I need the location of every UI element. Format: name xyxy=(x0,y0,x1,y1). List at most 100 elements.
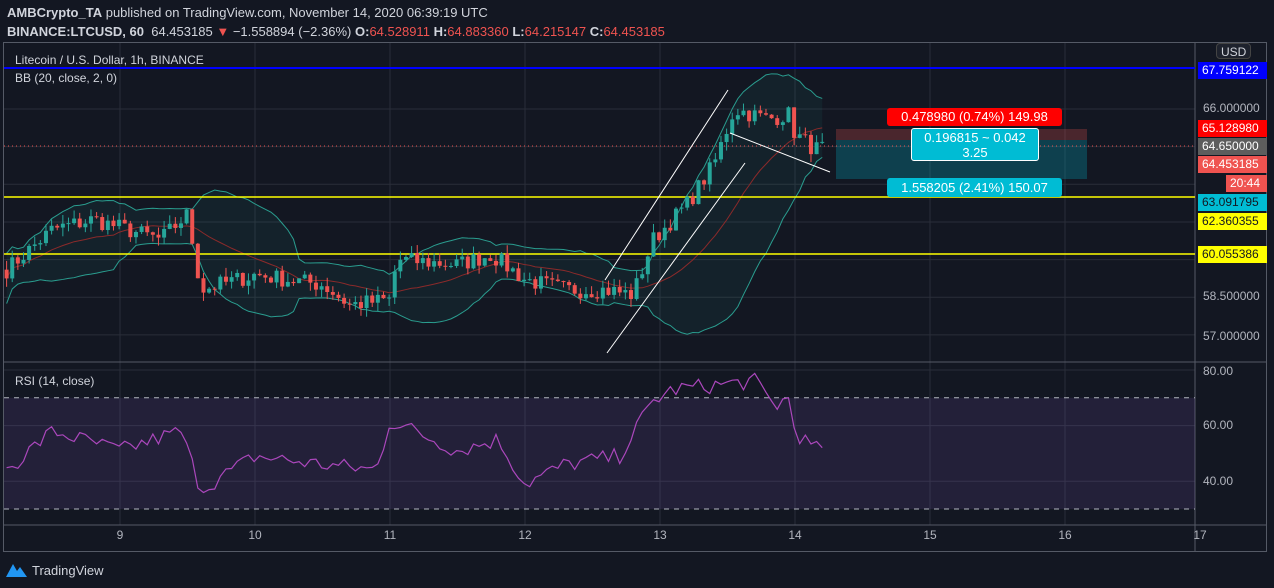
candle xyxy=(724,133,729,143)
candle xyxy=(780,122,785,125)
candle xyxy=(814,142,819,155)
candle xyxy=(567,282,572,286)
publish-info: AMBCrypto_TA published on TradingView.co… xyxy=(7,5,488,20)
candle xyxy=(66,223,71,225)
rsi-legend[interactable]: RSI (14, close) xyxy=(15,374,95,388)
candle xyxy=(274,270,279,283)
tradingview-logo[interactable]: TradingView xyxy=(5,562,104,578)
bb-lower xyxy=(6,156,823,335)
candle xyxy=(207,288,212,293)
candle xyxy=(668,227,673,231)
candle xyxy=(522,279,527,282)
time-tick: 15 xyxy=(923,528,937,542)
candle xyxy=(775,118,780,125)
candle xyxy=(527,279,532,281)
trend-line xyxy=(729,132,831,173)
candle xyxy=(381,294,386,299)
candle xyxy=(167,223,172,229)
candle xyxy=(49,225,54,231)
candle xyxy=(493,260,498,266)
candle xyxy=(432,261,437,267)
trend-line xyxy=(606,162,746,354)
candle xyxy=(555,279,560,282)
candle xyxy=(803,134,808,136)
candle xyxy=(240,272,245,286)
candle xyxy=(735,115,740,120)
candle xyxy=(364,295,369,309)
risk-reward-label: 0.196815 ~ 0.042 3.25 xyxy=(911,128,1039,161)
publish-text: published on TradingView.com, November 1… xyxy=(105,5,488,20)
time-tick: 11 xyxy=(383,528,397,542)
candle xyxy=(330,292,335,295)
candle xyxy=(617,286,622,293)
tradingview-logo-icon xyxy=(6,564,27,577)
candle xyxy=(201,278,206,293)
candle xyxy=(426,258,431,267)
candle xyxy=(600,287,605,299)
candle xyxy=(606,287,611,295)
candle xyxy=(105,220,110,231)
candle xyxy=(797,134,802,138)
currency-button[interactable]: USD xyxy=(1216,43,1252,59)
candle xyxy=(88,216,93,224)
candle xyxy=(392,271,397,298)
rsi-line xyxy=(6,372,823,494)
rr-line1: 0.196815 ~ 0.042 xyxy=(924,130,1026,145)
time-tick: 16 xyxy=(1058,528,1072,542)
candle xyxy=(122,219,127,224)
candle xyxy=(538,276,543,289)
candle xyxy=(420,258,425,264)
candle xyxy=(212,288,217,290)
l-label: L: xyxy=(512,24,525,39)
candle xyxy=(696,180,701,205)
candle xyxy=(325,286,330,293)
h-label: H: xyxy=(433,24,448,39)
price-tick: 58.500000 xyxy=(1203,289,1260,303)
candle xyxy=(184,209,189,224)
candle xyxy=(640,274,645,279)
candle xyxy=(533,279,538,289)
candle xyxy=(499,253,504,266)
time-tick: 13 xyxy=(653,528,667,542)
candle xyxy=(623,290,628,293)
candle xyxy=(482,258,487,266)
candle xyxy=(27,245,32,260)
candle xyxy=(223,276,228,282)
candle xyxy=(657,232,662,241)
candle xyxy=(702,180,707,185)
candle xyxy=(415,253,420,264)
candle xyxy=(10,257,15,279)
yellow-level-label: 62.360355 xyxy=(1198,213,1267,230)
blue-level-label: 67.759122 xyxy=(1198,62,1267,79)
candle xyxy=(285,281,290,287)
time-tick: 17 xyxy=(1193,528,1207,542)
candle xyxy=(578,293,583,299)
candle xyxy=(43,230,48,244)
candle xyxy=(229,277,234,282)
candle xyxy=(263,275,268,278)
low-value: 64.215147 xyxy=(524,24,587,39)
chart-frame[interactable] xyxy=(3,42,1267,552)
bb-legend[interactable]: BB (20, close, 2, 0) xyxy=(15,71,118,85)
candle xyxy=(792,107,797,138)
last-price-label: 64.453185 xyxy=(1198,156,1267,173)
candle xyxy=(111,220,116,227)
candle xyxy=(77,218,82,228)
candle xyxy=(195,243,200,279)
candle xyxy=(437,261,442,266)
symbol: BINANCE:LTCUSD, 60 xyxy=(7,24,144,39)
chart-title: Litecoin / U.S. Dollar, 1h, BINANCE xyxy=(15,53,204,67)
candle xyxy=(353,302,358,305)
candle xyxy=(342,297,347,304)
candle xyxy=(510,268,515,272)
author[interactable]: AMBCrypto_TA xyxy=(7,5,103,20)
target-label: 1.558205 (2.41%) 150.07 xyxy=(887,178,1062,197)
candle xyxy=(471,254,476,269)
candle xyxy=(218,276,223,290)
candle xyxy=(133,231,138,238)
high-value: 64.883360 xyxy=(447,24,509,39)
candle xyxy=(21,259,26,264)
candle xyxy=(550,278,555,280)
candle xyxy=(235,272,240,278)
